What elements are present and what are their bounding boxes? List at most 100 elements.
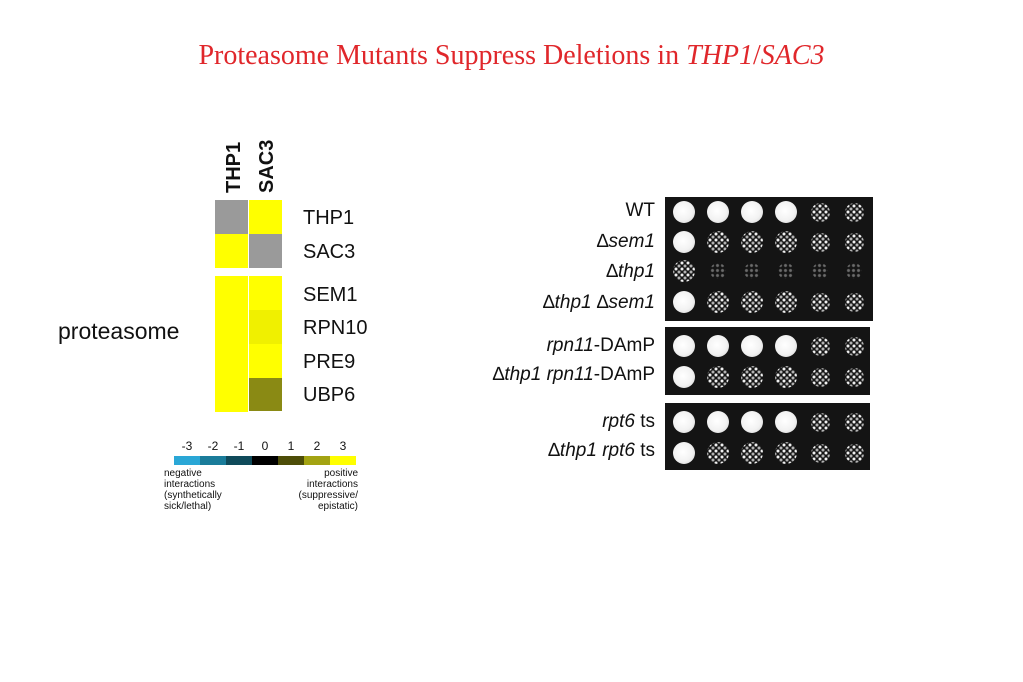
yeast-spot bbox=[775, 442, 797, 464]
yeast-spot bbox=[673, 335, 695, 357]
yeast-spot bbox=[844, 292, 864, 312]
scale-swatch bbox=[278, 456, 304, 465]
heatmap-cell bbox=[215, 234, 248, 268]
yeast-spot bbox=[775, 411, 797, 433]
strain-label-delta-thp1-rpt6-ts: ∆thp1 rpt6 ts bbox=[548, 440, 655, 462]
gene-text: thp1 bbox=[559, 440, 597, 461]
gene-text: rpt6 bbox=[602, 411, 635, 432]
column-label-thp1: THP1 bbox=[223, 141, 245, 193]
title-gene-thp1: THP1 bbox=[686, 40, 753, 71]
yeast-spot bbox=[673, 442, 695, 464]
strain-label-delta-thp1: ∆thp1 bbox=[606, 261, 655, 283]
gene-text: sem1 bbox=[608, 231, 655, 252]
heatmap-cell bbox=[248, 276, 282, 310]
strain-text: WT bbox=[625, 200, 655, 221]
spot-plate-2 bbox=[665, 327, 870, 395]
heatmap-cell bbox=[215, 378, 248, 412]
negative-note-line: sick/lethal) bbox=[164, 501, 212, 512]
yeast-spot bbox=[741, 335, 763, 357]
delta-symbol: ∆ bbox=[596, 231, 609, 252]
heatmap-cell bbox=[248, 200, 282, 234]
yeast-spot bbox=[810, 292, 830, 312]
yeast-spot bbox=[844, 232, 864, 252]
gene-text: sem1 bbox=[608, 292, 655, 313]
heatmap-cell bbox=[215, 310, 248, 344]
yeast-spot bbox=[707, 201, 729, 223]
yeast-spot bbox=[744, 263, 760, 279]
yeast-spot bbox=[775, 291, 797, 313]
positive-note-line: positive bbox=[324, 468, 358, 479]
yeast-spot bbox=[673, 260, 695, 282]
gene-text: thp1 bbox=[504, 364, 542, 385]
row-label-ubp6: UBP6 bbox=[303, 384, 356, 406]
row-label-thp1: THP1 bbox=[303, 207, 355, 229]
yeast-spot bbox=[707, 335, 729, 357]
slide-title: Proteasome Mutants Suppress Deletions in… bbox=[0, 40, 1023, 72]
yeast-spot bbox=[707, 442, 729, 464]
gene-text: rpn11 bbox=[546, 335, 594, 356]
row-label-sac3: SAC3 bbox=[303, 241, 356, 263]
scale-tick-label: -2 bbox=[207, 439, 219, 453]
yeast-spot bbox=[810, 412, 830, 432]
proteasome-group-label: proteasome bbox=[58, 318, 180, 344]
heatmap-cell bbox=[248, 378, 282, 411]
yeast-spot bbox=[673, 411, 695, 433]
row-label-pre9: PRE9 bbox=[303, 351, 356, 373]
yeast-spot bbox=[741, 442, 763, 464]
scale-tick-label: -1 bbox=[233, 439, 245, 453]
yeast-spot bbox=[673, 231, 695, 253]
allele-text: -DAmP bbox=[593, 364, 655, 385]
yeast-spot bbox=[707, 411, 729, 433]
allele-text: ts bbox=[634, 411, 655, 432]
positive-note-line: interactions bbox=[306, 479, 358, 490]
yeast-spot bbox=[812, 263, 828, 279]
strain-label-rpn11-damp: rpn11-DAmP bbox=[547, 335, 655, 357]
negative-note-line: negative bbox=[164, 468, 202, 479]
scale-tick-label: 2 bbox=[313, 439, 321, 453]
yeast-spot bbox=[844, 443, 864, 463]
yeast-spot bbox=[707, 366, 729, 388]
yeast-spot bbox=[775, 335, 797, 357]
yeast-spot bbox=[673, 366, 695, 388]
scale-swatch bbox=[304, 456, 330, 465]
yeast-spot bbox=[707, 291, 729, 313]
scale-swatch bbox=[200, 456, 226, 465]
strain-label-wt: WT bbox=[625, 200, 655, 222]
negative-interactions-note: negative interactions (synthetically sic… bbox=[164, 468, 222, 512]
yeast-spot bbox=[710, 263, 726, 279]
scale-tick-label: 3 bbox=[339, 439, 347, 453]
negative-note-line: interactions bbox=[164, 479, 216, 490]
yeast-spot bbox=[844, 202, 864, 222]
row-label-sem1: SEM1 bbox=[303, 284, 358, 306]
column-label-sac3: SAC3 bbox=[256, 139, 278, 193]
scale-swatch bbox=[174, 456, 200, 465]
heatmap-divider bbox=[215, 268, 282, 276]
yeast-spot bbox=[844, 367, 864, 387]
heatmap-cell bbox=[248, 310, 282, 344]
title-text: Proteasome Mutants Suppress Deletions in bbox=[198, 40, 687, 71]
heatmap-cell bbox=[215, 276, 248, 310]
heatmap-cell bbox=[215, 344, 248, 378]
positive-note-line: (suppressive/ bbox=[298, 490, 358, 501]
negative-note-line: (synthetically bbox=[164, 490, 222, 501]
yeast-spot bbox=[810, 232, 830, 252]
yeast-spot bbox=[775, 366, 797, 388]
gene-text: thp1 bbox=[618, 261, 655, 282]
strain-label-delta-sem1: ∆sem1 bbox=[597, 231, 655, 253]
strain-label-rpt6-ts: rpt6 ts bbox=[602, 411, 655, 433]
yeast-spot bbox=[707, 231, 729, 253]
title-separator: / bbox=[752, 40, 761, 71]
yeast-spot bbox=[741, 291, 763, 313]
heatmap-cell bbox=[248, 344, 282, 378]
strain-label-delta-thp1-delta-sem1: ∆thp1 ∆sem1 bbox=[543, 292, 655, 314]
title-gene-sac3: SAC3 bbox=[760, 40, 825, 71]
yeast-spot bbox=[673, 291, 695, 313]
yeast-spot bbox=[775, 231, 797, 253]
strain-label-delta-thp1-rpn11-damp: ∆thp1 rpn11-DAmP bbox=[493, 364, 655, 386]
allele-text: ts bbox=[634, 440, 655, 461]
delta-symbol: ∆ bbox=[596, 292, 609, 313]
delta-symbol: ∆ bbox=[492, 364, 505, 385]
yeast-spot bbox=[778, 263, 794, 279]
yeast-spot bbox=[810, 202, 830, 222]
scale-tick-label: -3 bbox=[181, 439, 193, 453]
